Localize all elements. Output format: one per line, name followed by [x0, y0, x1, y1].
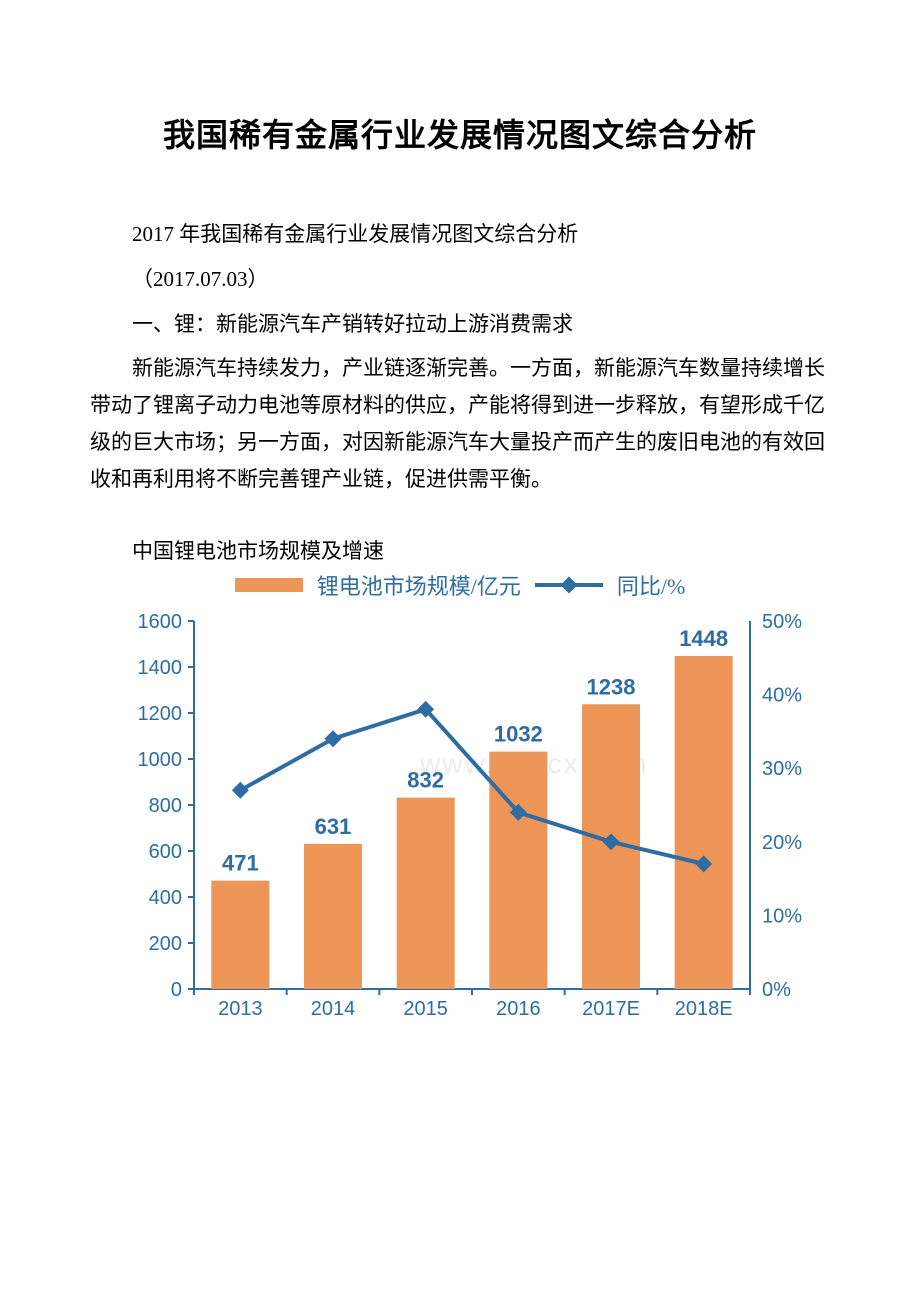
paragraph-subtitle: 2017 年我国稀有金属行业发展情况图文综合分析	[90, 216, 830, 253]
svg-text:30%: 30%	[762, 758, 802, 780]
svg-text:832: 832	[407, 768, 444, 793]
svg-text:1000: 1000	[138, 749, 183, 771]
svg-text:600: 600	[149, 841, 182, 863]
svg-text:50%: 50%	[762, 611, 802, 633]
svg-text:1600: 1600	[138, 611, 183, 633]
svg-text:400: 400	[149, 887, 182, 909]
svg-text:800: 800	[149, 795, 182, 817]
legend-line-swatch	[535, 583, 603, 587]
svg-text:2018E: 2018E	[675, 998, 733, 1020]
paragraph-section-heading: 一、锂：新能源汽车产销转好拉动上游消费需求	[90, 306, 830, 343]
svg-text:1400: 1400	[138, 657, 183, 679]
paragraph-body: 新能源汽车持续发力，产业链逐渐完善。一方面，新能源汽车数量持续增长带动了锂离子动…	[90, 350, 830, 497]
svg-text:2014: 2014	[311, 998, 356, 1020]
document-title: 我国稀有金属行业发展情况图文综合分析	[90, 110, 830, 156]
svg-text:0: 0	[171, 979, 182, 1001]
chart-container: 0 200 400 600 800 1000 1200 1400 1600 0% 10% 20% 30%…	[110, 611, 830, 1031]
legend-bar-swatch	[235, 578, 303, 592]
svg-text:2017E: 2017E	[582, 998, 640, 1020]
svg-text:10%: 10%	[762, 906, 802, 928]
svg-text:0%: 0%	[762, 979, 791, 1001]
svg-text:40%: 40%	[762, 685, 802, 707]
svg-text:2013: 2013	[218, 998, 262, 1020]
chart-legend: 锂电池市场规模/亿元 同比/%	[90, 569, 830, 601]
svg-text:631: 631	[315, 814, 352, 839]
svg-text:20%: 20%	[762, 832, 802, 854]
chart-caption: 中国锂电池市场规模及增速	[90, 535, 830, 565]
svg-text:2016: 2016	[496, 998, 541, 1020]
legend-line-label: 同比/%	[617, 569, 685, 601]
svg-text:1032: 1032	[494, 722, 543, 747]
svg-text:1238: 1238	[587, 675, 636, 700]
bar-line-chart: 0 200 400 600 800 1000 1200 1400 1600 0% 10% 20% 30%…	[110, 611, 830, 1031]
svg-text:1448: 1448	[679, 626, 728, 651]
paragraph-date: （2017.07.03）	[90, 261, 830, 298]
svg-text:2015: 2015	[403, 998, 448, 1020]
svg-text:471: 471	[222, 851, 259, 876]
legend-bar-label: 锂电池市场规模/亿元	[317, 569, 521, 601]
svg-text:1200: 1200	[138, 703, 183, 725]
svg-text:200: 200	[149, 933, 182, 955]
